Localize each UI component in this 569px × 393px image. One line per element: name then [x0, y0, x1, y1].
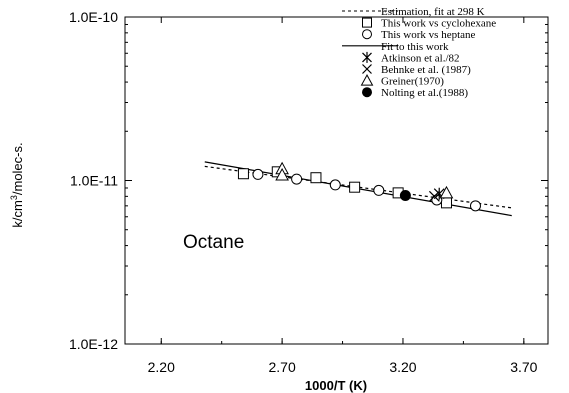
legend-label: Estimation, fit at 298 K — [381, 6, 485, 18]
legend-label: Fit to this work — [381, 41, 449, 53]
circle-marker — [470, 201, 480, 211]
circle-marker — [363, 30, 372, 39]
data-point — [350, 182, 360, 192]
x-tick-label: 3.70 — [510, 359, 537, 375]
data-point — [470, 201, 480, 211]
legend-marker-swatch — [363, 52, 372, 63]
data-point — [238, 169, 248, 179]
square-marker — [363, 18, 372, 27]
legend-label: Atkinson et al./82 — [381, 52, 460, 64]
legend-entry: Atkinson et al./82 — [363, 52, 460, 65]
circle-marker — [330, 180, 340, 190]
circle-marker — [374, 185, 384, 195]
octane-annotation: Octane — [183, 232, 244, 253]
x-axis-label: 1000/T (K) — [305, 378, 367, 393]
x-tick-label: 2.20 — [148, 359, 175, 375]
legend-marker-swatch — [363, 18, 372, 27]
filled-circle-marker — [400, 190, 410, 200]
y-axis-label: k/cm3/molec-s. — [9, 142, 25, 227]
legend-label: Greiner(1970) — [381, 76, 444, 88]
y-tick-label: 1.0E-10 — [69, 9, 118, 25]
square-marker — [311, 173, 321, 183]
legend-entry: Nolting et al.(1988) — [363, 87, 469, 99]
legend-entry: This work vs cyclohexane — [363, 18, 497, 30]
x-tick-label: 2.70 — [268, 359, 295, 375]
y-tick-label: 1.0E-12 — [69, 336, 118, 352]
legend-marker-swatch — [363, 65, 372, 74]
data-point — [374, 185, 384, 195]
legend-label: This work vs cyclohexane — [381, 18, 496, 30]
data-point — [311, 173, 321, 183]
y-tick-label: 1.0E-11 — [70, 173, 118, 189]
legend: Estimation, fit at 298 KThis work vs cyc… — [342, 6, 496, 99]
square-marker — [238, 169, 248, 179]
y-axis-label-part: k/cm — [10, 200, 25, 227]
legend-marker-swatch — [363, 88, 372, 97]
circle-marker — [292, 174, 302, 184]
data-point — [292, 174, 302, 184]
legend-marker-swatch — [363, 30, 372, 39]
legend-entry: Behnke et al. (1987) — [363, 64, 472, 76]
circle-marker — [253, 169, 263, 179]
data-point — [400, 190, 410, 200]
legend-label: This work vs heptane — [381, 29, 476, 41]
data-point — [253, 169, 263, 179]
legend-entry: This work vs heptane — [363, 29, 476, 41]
legend-entry: Greiner(1970) — [362, 75, 445, 88]
data-point — [440, 187, 452, 198]
legend-label: Behnke et al. (1987) — [381, 64, 471, 76]
y-axis-label-part: /molec-s. — [10, 142, 25, 195]
legend-entry: Estimation, fit at 298 K — [342, 6, 485, 18]
filled-circle-marker — [363, 88, 372, 97]
data-point — [441, 198, 451, 208]
square-marker — [350, 182, 360, 192]
square-marker — [441, 198, 451, 208]
legend-label: Nolting et al.(1988) — [381, 87, 468, 99]
triangle-marker — [362, 75, 373, 85]
triangle-marker — [440, 187, 452, 198]
x-tick-label: 3.20 — [389, 359, 416, 375]
legend-marker-swatch — [362, 75, 373, 85]
legend-entry: Fit to this work — [342, 41, 449, 53]
data-point — [330, 180, 340, 190]
